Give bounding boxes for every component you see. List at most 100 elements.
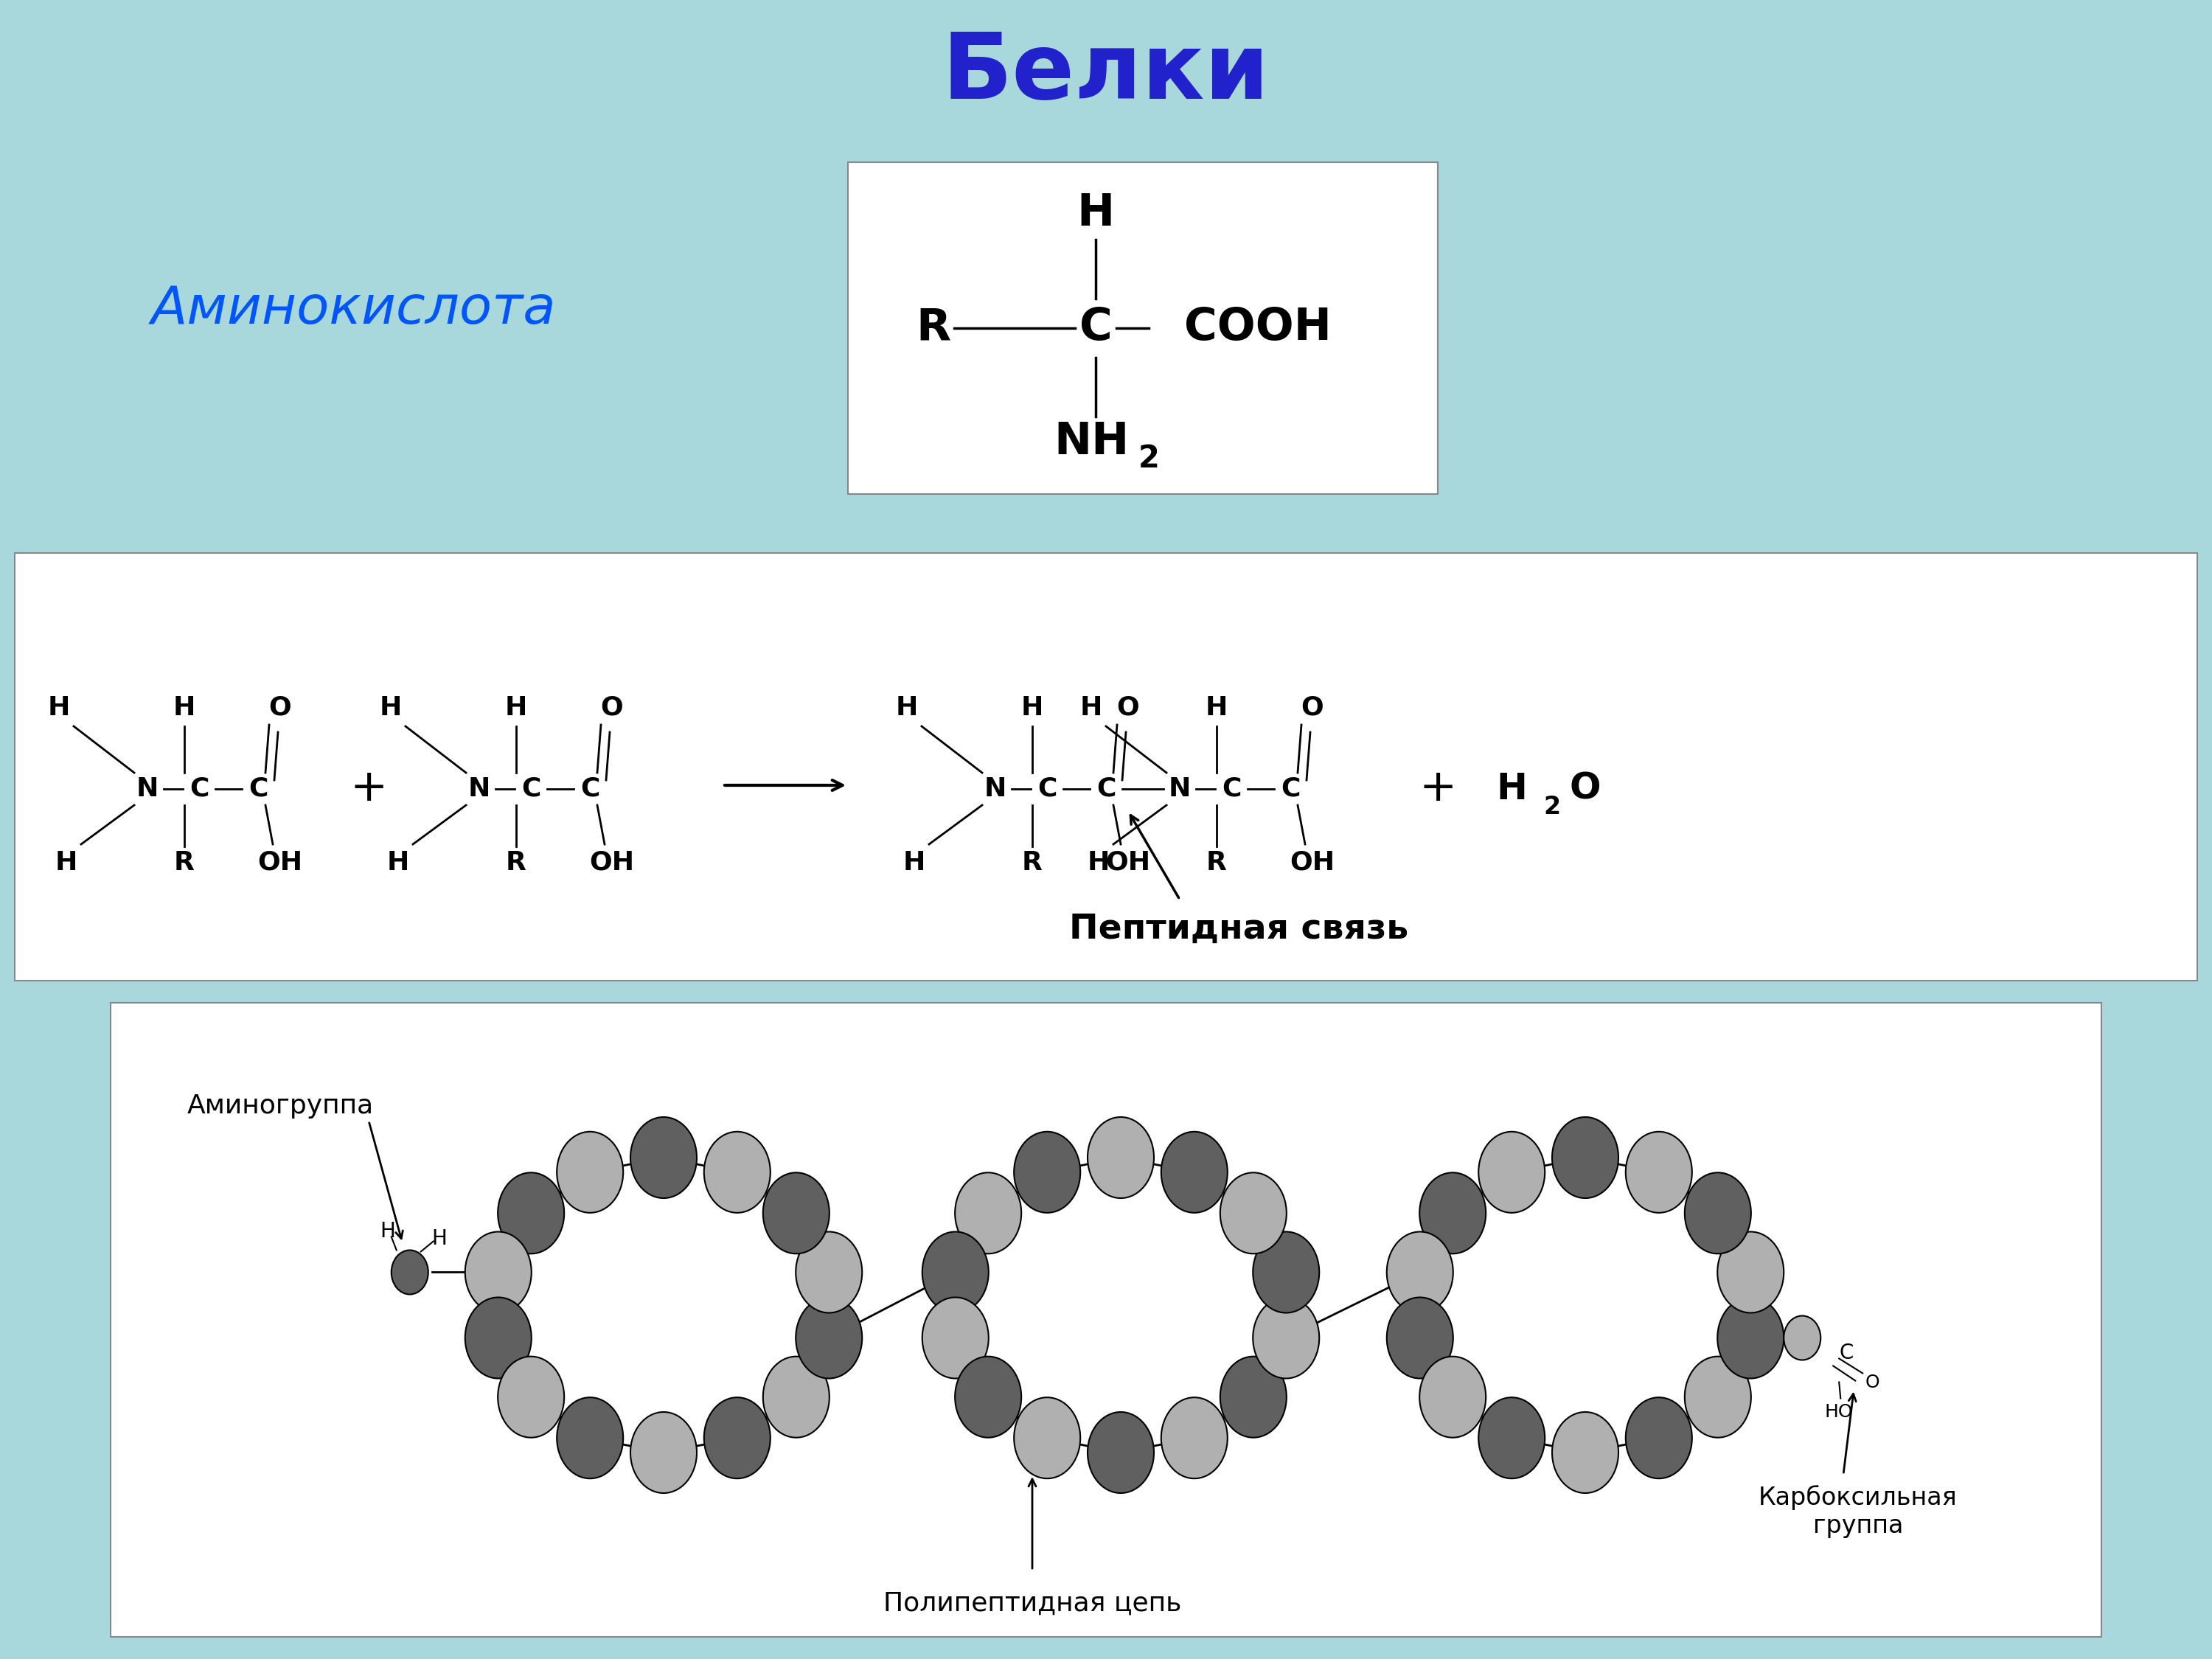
- Text: Аминокислота: Аминокислота: [150, 284, 557, 335]
- Text: NH: NH: [1055, 421, 1130, 465]
- Ellipse shape: [796, 1297, 863, 1379]
- Text: H: H: [380, 695, 403, 720]
- Ellipse shape: [1221, 1357, 1287, 1438]
- Ellipse shape: [1221, 1173, 1287, 1254]
- Text: OH: OH: [1106, 849, 1150, 876]
- Text: H: H: [1495, 771, 1526, 806]
- Bar: [847, 163, 1438, 494]
- Text: C: C: [1840, 1342, 1854, 1364]
- Ellipse shape: [392, 1251, 429, 1294]
- Ellipse shape: [1783, 1316, 1820, 1360]
- Ellipse shape: [1252, 1231, 1318, 1312]
- Text: H: H: [55, 849, 77, 876]
- Ellipse shape: [498, 1173, 564, 1254]
- Text: H: H: [380, 1221, 396, 1243]
- Ellipse shape: [1013, 1397, 1079, 1478]
- Text: O: O: [270, 695, 292, 720]
- Text: H: H: [173, 695, 195, 720]
- Ellipse shape: [703, 1131, 770, 1213]
- Bar: [111, 1002, 2101, 1637]
- Ellipse shape: [1553, 1412, 1619, 1493]
- Ellipse shape: [498, 1357, 564, 1438]
- Ellipse shape: [1686, 1173, 1752, 1254]
- Text: C: C: [1097, 776, 1115, 801]
- Text: H: H: [49, 695, 71, 720]
- Text: H: H: [1077, 192, 1115, 236]
- Text: H: H: [504, 695, 526, 720]
- Text: C: C: [248, 776, 268, 801]
- Ellipse shape: [1387, 1231, 1453, 1312]
- Text: C: C: [1281, 776, 1301, 801]
- Text: N: N: [1168, 776, 1190, 801]
- Ellipse shape: [1420, 1173, 1486, 1254]
- Text: C: C: [1221, 776, 1241, 801]
- Text: N: N: [137, 776, 159, 801]
- Ellipse shape: [557, 1131, 624, 1213]
- Text: Карбоксильная
группа: Карбоксильная группа: [1759, 1485, 1958, 1538]
- Text: N: N: [469, 776, 491, 801]
- Text: 2: 2: [1139, 443, 1159, 474]
- Ellipse shape: [763, 1173, 830, 1254]
- Ellipse shape: [956, 1357, 1022, 1438]
- Ellipse shape: [1420, 1357, 1486, 1438]
- Text: Пептидная связь: Пептидная связь: [1068, 912, 1409, 946]
- Ellipse shape: [956, 1173, 1022, 1254]
- Text: H: H: [1022, 695, 1044, 720]
- Ellipse shape: [1717, 1297, 1783, 1379]
- Text: OH: OH: [588, 849, 635, 876]
- Ellipse shape: [763, 1357, 830, 1438]
- Text: R: R: [175, 849, 195, 876]
- Ellipse shape: [1717, 1231, 1783, 1312]
- Ellipse shape: [1013, 1131, 1079, 1213]
- Ellipse shape: [557, 1397, 624, 1478]
- Text: Полипептидная цепь: Полипептидная цепь: [883, 1591, 1181, 1616]
- Ellipse shape: [1252, 1297, 1318, 1379]
- Text: C: C: [190, 776, 208, 801]
- Ellipse shape: [1161, 1131, 1228, 1213]
- Ellipse shape: [1478, 1131, 1544, 1213]
- Text: H: H: [1079, 695, 1102, 720]
- Text: R: R: [1022, 849, 1042, 876]
- Text: N: N: [984, 776, 1006, 801]
- Text: O: O: [602, 695, 624, 720]
- Ellipse shape: [1088, 1412, 1155, 1493]
- Ellipse shape: [630, 1117, 697, 1198]
- Text: H: H: [902, 849, 925, 876]
- Ellipse shape: [630, 1412, 697, 1493]
- Ellipse shape: [1387, 1297, 1453, 1379]
- Text: OH: OH: [1290, 849, 1336, 876]
- Ellipse shape: [1626, 1131, 1692, 1213]
- Text: C: C: [522, 776, 540, 801]
- Text: O: O: [1865, 1374, 1880, 1390]
- Text: +: +: [349, 766, 387, 811]
- Text: R: R: [916, 307, 951, 350]
- Text: O: O: [1301, 695, 1323, 720]
- Ellipse shape: [1626, 1397, 1692, 1478]
- Text: 2: 2: [1544, 795, 1562, 820]
- Text: C: C: [580, 776, 599, 801]
- Ellipse shape: [1686, 1357, 1752, 1438]
- Text: H: H: [1206, 695, 1228, 720]
- Text: Белки: Белки: [942, 30, 1270, 118]
- Text: R: R: [507, 849, 526, 876]
- Bar: [15, 552, 2197, 980]
- Ellipse shape: [703, 1397, 770, 1478]
- Text: HO: HO: [1825, 1404, 1854, 1420]
- Ellipse shape: [1478, 1397, 1544, 1478]
- Text: H: H: [387, 849, 409, 876]
- Text: Аминогруппа: Аминогруппа: [186, 1093, 374, 1118]
- Ellipse shape: [922, 1231, 989, 1312]
- Ellipse shape: [1553, 1117, 1619, 1198]
- Text: H: H: [431, 1229, 447, 1249]
- Text: H: H: [896, 695, 918, 720]
- Text: OH: OH: [257, 849, 303, 876]
- Text: H: H: [1088, 849, 1110, 876]
- Ellipse shape: [922, 1297, 989, 1379]
- Text: R: R: [1206, 849, 1228, 876]
- Ellipse shape: [796, 1231, 863, 1312]
- Text: +: +: [1418, 766, 1458, 811]
- Ellipse shape: [465, 1231, 531, 1312]
- Text: COOH: COOH: [1183, 307, 1332, 350]
- Ellipse shape: [1161, 1397, 1228, 1478]
- Ellipse shape: [465, 1297, 531, 1379]
